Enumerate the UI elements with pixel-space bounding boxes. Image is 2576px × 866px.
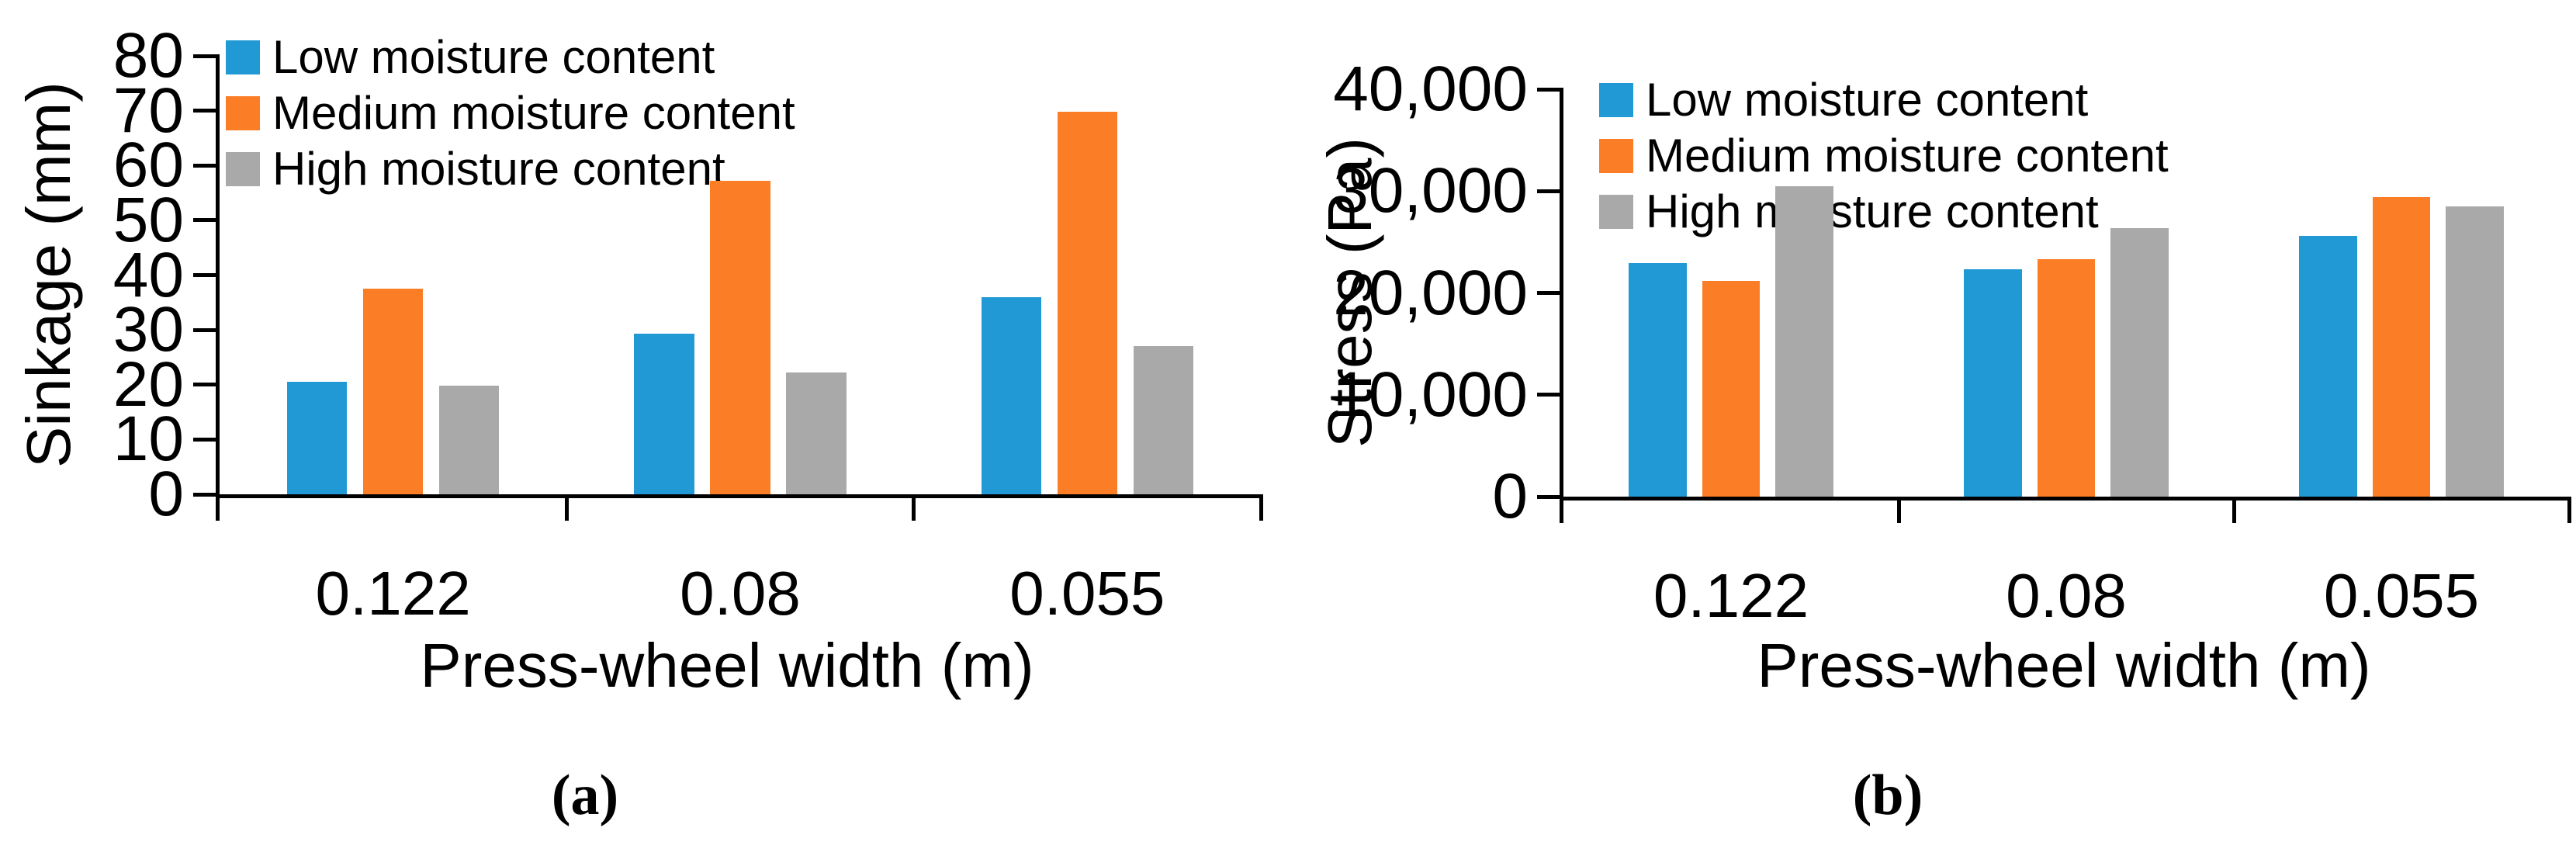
x-tick xyxy=(2231,497,2236,523)
bar-low-0.122 xyxy=(1629,263,1687,497)
bar-medium-0.122 xyxy=(362,289,424,494)
category-label-0.055: 0.055 xyxy=(2323,561,2480,630)
y-tick-label: 80 xyxy=(113,20,184,91)
y-tick-label: 20 xyxy=(113,348,184,420)
x-axis-title: Press-wheel width (m) xyxy=(420,631,1034,700)
category-label-0.08: 0.08 xyxy=(680,559,801,628)
legend-item-medium: Medium moisture content xyxy=(226,85,795,141)
legend-item-low: Low moisture content xyxy=(1599,72,2169,128)
bar-high-0.122 xyxy=(1775,185,1833,497)
caption-b: (b) xyxy=(1852,764,1923,827)
y-tick-label: 60 xyxy=(113,130,184,201)
legend-label-medium: Medium moisture content xyxy=(1646,130,2169,182)
y-tick-label: 10,000 xyxy=(1333,359,1528,430)
y-tick-label: 70 xyxy=(113,74,184,146)
bar-medium-0.055 xyxy=(2372,197,2431,497)
bar-high-0.055 xyxy=(1133,346,1193,494)
y-tick xyxy=(193,218,220,223)
x-tick xyxy=(1896,497,1901,523)
category-label-0.08: 0.08 xyxy=(2006,561,2127,630)
bar-medium-0.08 xyxy=(710,181,770,494)
legend-label-low: Low moisture content xyxy=(272,31,715,83)
y-tick xyxy=(1537,291,1563,295)
y-tick xyxy=(193,383,220,387)
y-axis-line xyxy=(216,56,220,521)
y-tick-label: 10 xyxy=(113,404,184,475)
y-axis-title-sinkage: Sinkage (mm) xyxy=(14,81,83,468)
y-tick xyxy=(193,437,220,442)
x-tick xyxy=(564,494,569,521)
x-axis-line xyxy=(216,494,1261,498)
category-label-0.122: 0.122 xyxy=(315,559,471,628)
plot-area-b: Low moisture content Medium moisture con… xyxy=(1333,57,2571,627)
legend-item-low: Low moisture content xyxy=(226,29,795,85)
legend-label-high: High moisture content xyxy=(1646,185,2099,237)
y-axis-line xyxy=(1560,89,1563,523)
y-tick-label: 40,000 xyxy=(1333,54,1528,124)
plot-area-a: Low moisture content Medium moisture con… xyxy=(113,24,1263,625)
y-tick-label: 20,000 xyxy=(1333,257,1528,328)
legend-swatch-high xyxy=(226,152,260,186)
y-tick-label: 30,000 xyxy=(1333,155,1528,227)
bar-medium-0.055 xyxy=(1057,112,1117,494)
bar-high-0.08 xyxy=(2110,227,2169,497)
x-tick xyxy=(1259,494,1263,521)
bar-low-0.08 xyxy=(1964,269,2022,497)
legend-item-high: High moisture content xyxy=(226,141,795,197)
y-tick-label: 50 xyxy=(113,184,184,255)
x-axis-line xyxy=(1560,497,2569,501)
bar-low-0.055 xyxy=(2299,236,2357,497)
legend: Low moisture content Medium moisture con… xyxy=(226,29,795,197)
bar-low-0.122 xyxy=(287,382,348,494)
bar-low-0.08 xyxy=(634,334,694,494)
legend-item-high: High moisture content xyxy=(1599,184,2169,240)
bar-medium-0.08 xyxy=(2037,259,2096,497)
legend-swatch-low xyxy=(1599,83,1633,117)
legend-label-low: Low moisture content xyxy=(1646,74,2089,126)
y-tick xyxy=(193,273,220,277)
legend-swatch-medium xyxy=(1599,139,1633,173)
y-tick xyxy=(1537,393,1563,397)
y-tick xyxy=(1537,87,1563,92)
y-tick xyxy=(193,492,220,497)
chart-panel-a: Sinkage (mm) Low moisture content Medium… xyxy=(14,24,1263,827)
bar-high-0.122 xyxy=(438,386,500,494)
legend-label-high: High moisture content xyxy=(272,143,725,195)
y-tick-label: 30 xyxy=(113,294,184,365)
chart-panel-b: Stress (Pa) Low moisture content Medium … xyxy=(1288,0,2576,866)
category-label-0.055: 0.055 xyxy=(1009,559,1165,628)
bar-low-0.055 xyxy=(981,296,1042,494)
legend-swatch-medium xyxy=(226,96,260,130)
category-label-0.122: 0.122 xyxy=(1653,561,1809,630)
legend-swatch-low xyxy=(226,40,260,74)
y-tick xyxy=(1537,494,1563,499)
y-tick xyxy=(193,163,220,168)
caption-a: (a) xyxy=(551,764,619,827)
legend: Low moisture content Medium moisture con… xyxy=(1599,72,2169,240)
bar-high-0.055 xyxy=(2446,206,2504,497)
legend-item-medium: Medium moisture content xyxy=(1599,128,2169,184)
y-tick xyxy=(193,54,220,58)
y-tick-label: 0 xyxy=(1492,461,1528,532)
bar-medium-0.122 xyxy=(1702,280,1761,497)
x-tick xyxy=(912,494,916,521)
bar-high-0.08 xyxy=(786,372,847,494)
x-tick xyxy=(2567,497,2571,523)
y-tick xyxy=(1537,189,1563,193)
y-tick-label: 40 xyxy=(113,239,184,310)
legend-label-medium: Medium moisture content xyxy=(272,87,795,139)
y-tick-label: 0 xyxy=(148,459,184,529)
y-tick xyxy=(193,327,220,332)
legend-swatch-high xyxy=(1599,195,1633,229)
x-axis-title: Press-wheel width (m) xyxy=(1757,631,2371,700)
y-tick xyxy=(193,109,220,113)
